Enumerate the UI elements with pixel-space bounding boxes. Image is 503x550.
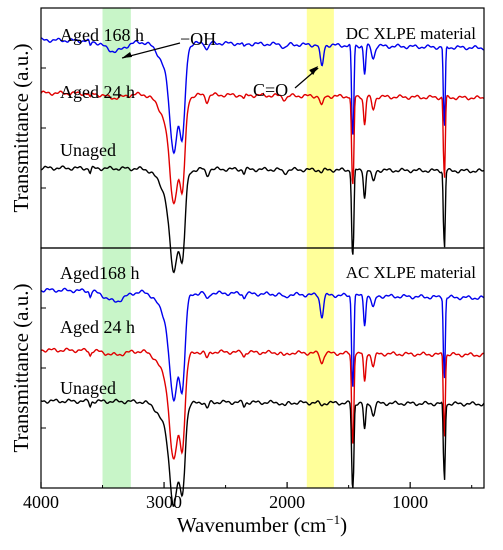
highlight-band-top-1 [306, 8, 334, 248]
chart-texts: Aged 168 h Aged 24 h Unaged DC XLPE materia… [60, 24, 476, 398]
y-axis-label-lower: Transmittance (a.u.) [9, 284, 33, 453]
x-axis-label-sup: −1 [326, 512, 340, 527]
series-label-top-1: Aged 24 h [60, 82, 135, 102]
series-line-bottom-2 [40, 398, 485, 507]
x-tick-label-1000: 1000 [392, 492, 428, 512]
annotation-oh-arrow [121, 42, 181, 59]
series-line-bottom-0 [40, 287, 485, 403]
y-axis-label: Transmittance (a.u.) [9, 44, 33, 213]
x-axis-ticks: 4000 3000 2000 1000 [23, 67, 473, 512]
highlight-band-bottom-0 [102, 248, 131, 488]
x-tick-label-4000: 4000 [23, 492, 59, 512]
annotation-co-arrowhead [309, 66, 319, 75]
spectra-curves [40, 37, 485, 507]
annotation-oh-arrowhead [122, 52, 133, 58]
annotation-co: C=O [253, 80, 288, 100]
series-label-top-2: Unaged [60, 140, 116, 160]
series-line-top-2 [40, 165, 485, 274]
highlight-band-bottom-1 [306, 248, 334, 488]
x-tick-label-3000: 3000 [146, 492, 182, 512]
series-line-top-1 [40, 90, 485, 205]
annotation-oh: −OH [180, 29, 216, 49]
series-line-top-0 [41, 37, 485, 155]
x-axis-label-close: ) [340, 513, 347, 537]
x-axis-label: Wavenumber (cm−1) [177, 512, 347, 537]
panel-title-top: DC XLPE material [346, 24, 477, 43]
series-label-bottom-1: Aged 24 h [60, 317, 135, 337]
series-label-top-0: Aged 168 h [60, 25, 144, 45]
series-label-bottom-2: Unaged [60, 378, 116, 398]
series-line-bottom-1 [40, 347, 485, 460]
panel-title-bottom: AC XLPE material [346, 263, 477, 282]
series-label-bottom-0: Aged168 h [60, 263, 140, 283]
x-tick-label-2000: 2000 [269, 492, 305, 512]
